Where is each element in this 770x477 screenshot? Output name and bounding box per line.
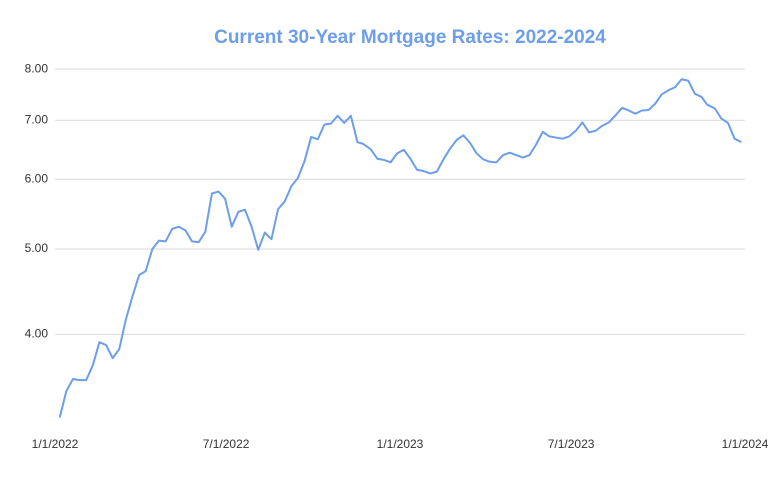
x-tick-label: 1/1/2023 (377, 437, 424, 451)
data-line (58, 78, 742, 418)
x-tick-label: 1/1/2022 (32, 437, 79, 451)
x-tick-label: 1/1/2024 (722, 437, 769, 451)
x-tick-label: 7/1/2023 (548, 437, 595, 451)
chart-title: Current 30-Year Mortgage Rates: 2022-202… (214, 27, 606, 48)
y-tick-label: 6.00 (25, 171, 49, 185)
y-tick-label: 4.00 (25, 327, 49, 341)
y-tick-label: 7.00 (25, 112, 49, 126)
y-tick-label: 8.00 (25, 61, 49, 75)
y-tick-label: 5.00 (25, 241, 49, 255)
x-tick-label: 7/1/2022 (203, 437, 250, 451)
